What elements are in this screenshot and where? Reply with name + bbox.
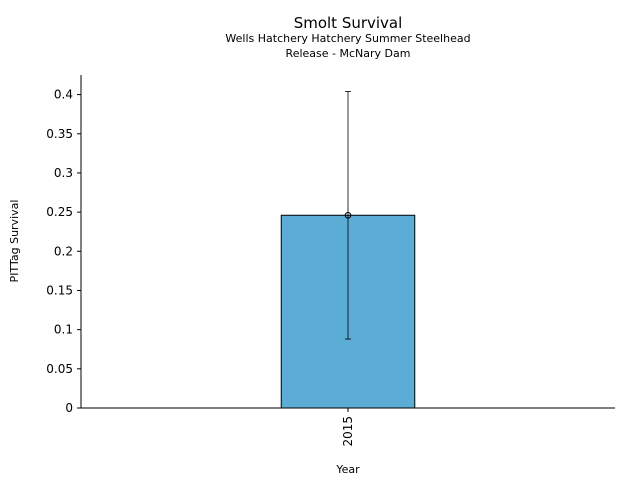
y-tick-label: 0	[65, 401, 73, 415]
chart-title: Smolt Survival	[294, 14, 403, 32]
chart-subtitle-line-1: Wells Hatchery Hatchery Summer Steelhead	[225, 32, 470, 45]
chart-subtitle-line-2: Release - McNary Dam	[286, 47, 411, 60]
y-tick-label: 0.4	[54, 88, 73, 102]
y-tick-label: 0.15	[46, 283, 73, 297]
y-tick-label: 0.25	[46, 205, 73, 219]
plot-area: 0 0.05 0.1 0.15 0.2 0.25 0.3 0.35 0.4 2015	[46, 88, 416, 447]
y-tick-label: 0.2	[54, 244, 73, 258]
data-point	[344, 211, 352, 219]
x-tick-label: 2015	[341, 416, 355, 447]
y-tick-label: 0.05	[46, 362, 73, 376]
y-axis-label: PITTag Survival	[8, 200, 21, 283]
x-axis-label: Year	[335, 463, 360, 476]
y-tick-label: 0.1	[54, 323, 73, 337]
y-tick-label: 0.35	[46, 127, 73, 141]
y-tick-label: 0.3	[54, 166, 73, 180]
